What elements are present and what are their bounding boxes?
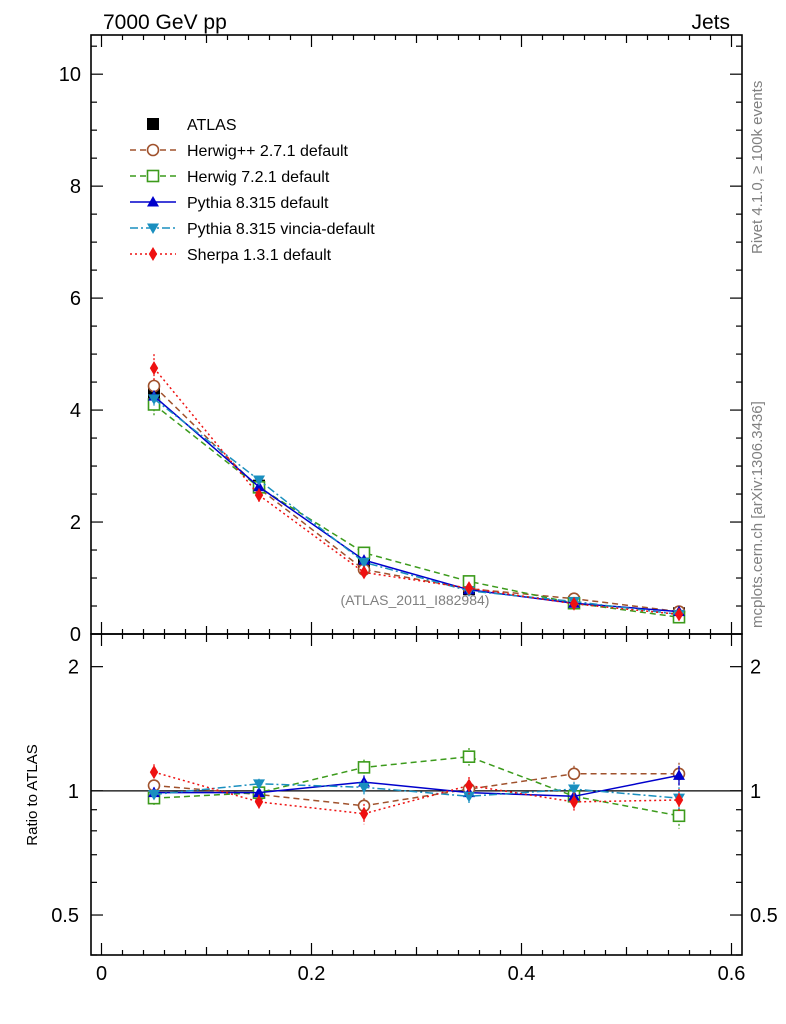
legend-label: Herwig 7.2.1 default [187,169,330,186]
data-point [253,786,265,798]
data-point [359,806,369,821]
legend-label: Pythia 8.315 default [187,195,329,212]
ratio-y-tick-label: 1 [68,781,79,803]
data-point [567,767,581,781]
observable-label: Jets [691,11,730,34]
series-pythia-8-315-default [148,390,685,617]
series-pythia-8-315-vincia-default [148,392,685,621]
legend-entry: Herwig++ 2.7.1 default [130,143,349,160]
data-point [464,581,474,596]
data-point [148,394,160,405]
x-tick-label: 0.2 [298,963,326,985]
y-tick-label: 10 [59,64,81,86]
data-point [674,793,684,808]
data-point [568,784,580,796]
series-herwig-7-2-1-default [147,748,686,829]
legend-entry: Sherpa 1.3.1 default [130,247,332,264]
ratio-axis-label: Ratio to ATLAS [24,744,41,845]
analysis-watermark: (ATLAS_2011_I882984) [341,592,490,608]
x-tick-label: 0.6 [718,963,746,985]
legend-entry: Pythia 8.315 vincia-default [130,221,375,238]
ratio-y-tick-label-right: 2 [750,657,761,679]
data-point [359,565,369,580]
series-sherpa-1-3-1-default [149,764,684,825]
legend-label: ATLAS [187,117,237,134]
legend-marker [146,169,160,183]
legend-label: Sherpa 1.3.1 default [187,247,332,264]
ratio-y-tick-label-right: 1 [750,781,761,803]
data-point [569,794,579,809]
series-line [153,367,680,616]
series-line [153,783,680,799]
data-point [254,488,264,503]
data-point [674,607,684,622]
series-herwig-2-7-1-default [147,379,686,618]
data-point [149,765,159,780]
data-point [672,809,686,823]
legend-entry: Pythia 8.315 default [130,195,329,212]
legend-marker [147,118,159,130]
legend-entry: Herwig 7.2.1 default [130,169,330,186]
x-tick-label: 0 [96,963,107,985]
ratio-y-tick-label: 0.5 [51,905,79,927]
y-tick-label: 8 [70,176,81,198]
data-point [673,769,685,780]
series-line [153,398,680,616]
data-point [462,750,476,763]
legend-marker [147,223,159,234]
series-line [153,385,680,613]
legend-marker [147,196,159,207]
series-sherpa-1-3-1-default [149,354,684,622]
data-point [253,779,265,790]
data-point [147,379,161,393]
rivet-version-label: Rivet 4.1.0, ≥ 100k events [749,81,766,254]
data-point [358,557,370,569]
x-tick-label: 0.4 [508,963,536,985]
legend-marker [148,247,158,261]
ratio-y-tick-label: 2 [68,657,79,679]
process-label: 7000 GeV pp [103,11,227,34]
series-line [153,403,680,618]
data-point [569,596,579,611]
legend-label: Pythia 8.315 vincia-default [187,221,375,238]
y-tick-label: 2 [70,512,81,534]
ratio-y-tick-label-right: 0.5 [750,905,778,927]
data-point [254,794,264,809]
legend-marker [146,143,160,157]
series-line [153,755,680,817]
y-tick-label: 4 [70,400,81,422]
main-plot-panel: 0 2 4 6 8 10 [59,34,743,646]
series-line [153,395,680,613]
data-point [148,789,160,801]
series-herwig-7-2-1-default [147,393,686,624]
ratio-plot-panel: 0.5 0.5 1 1 2 2 0 0.2 0.4 0.6 [51,633,778,985]
series-herwig-2-7-1-default [147,762,686,814]
y-tick-label: 0 [70,624,81,646]
series-line [154,774,680,798]
data-point [357,761,371,774]
data-point [464,778,474,793]
y-tick-label: 6 [70,288,81,310]
data-point [358,782,370,794]
series-line [153,773,679,807]
data-point [253,475,265,487]
mcplots-label: mcplots.cern.ch [arXiv:1306.3436] [749,401,766,628]
legend-label: Herwig++ 2.7.1 default [187,143,349,160]
legend-entry: ATLAS [147,117,237,134]
series-line [153,771,680,815]
data-point [463,791,475,803]
legend: ATLAS Herwig++ 2.7.1 default Herwig 7.2.1 … [130,117,375,264]
series-pythia-8-315-vincia-default [148,778,685,810]
data-point [149,361,159,376]
series-atlas [148,387,685,620]
